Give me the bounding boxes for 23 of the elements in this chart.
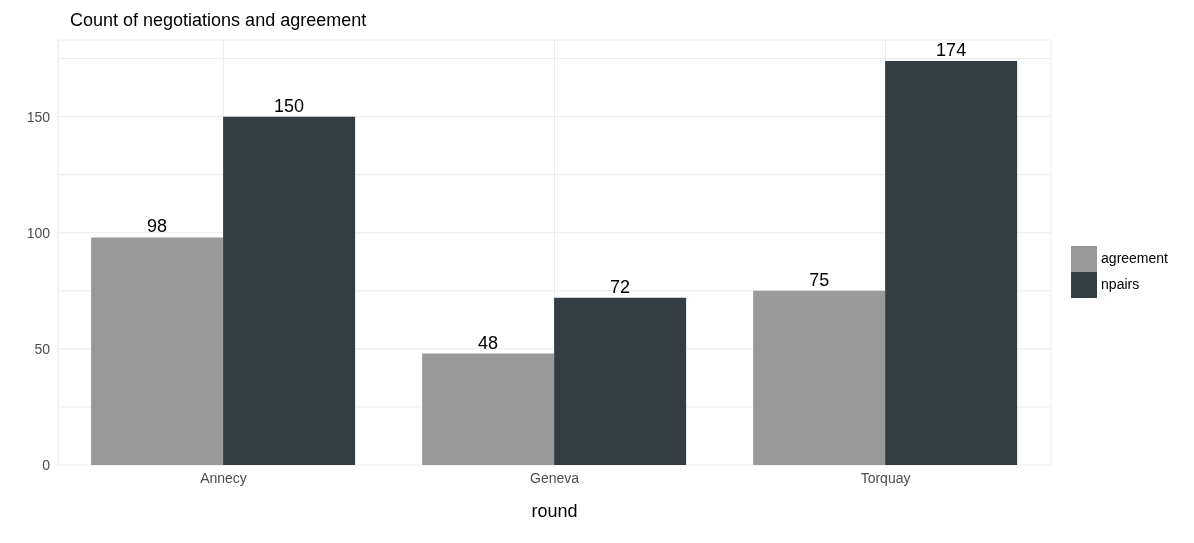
legend-label: npairs: [1101, 275, 1140, 292]
x-tick-label: Torquay: [860, 469, 911, 486]
y-tick-label: 0: [42, 456, 51, 473]
y-tick-label: 100: [26, 224, 51, 241]
bar: [223, 116, 356, 465]
x-tick-label: Annecy: [200, 469, 247, 486]
bar: [885, 60, 1018, 465]
y-tick-label: 150: [26, 108, 51, 125]
bar: [554, 297, 687, 465]
bar: [753, 290, 886, 465]
bar: [91, 237, 224, 465]
data-label: 150: [274, 95, 305, 116]
data-label: 72: [610, 276, 631, 297]
data-label: 98: [147, 216, 168, 237]
x-tick-label: Geneva: [530, 469, 580, 486]
data-label: 75: [809, 269, 830, 290]
data-label: 174: [936, 39, 967, 60]
x-axis-title: round: [531, 501, 578, 521]
bar: [422, 353, 555, 465]
legend-label: agreement: [1101, 249, 1168, 266]
chart-title: Count of negotiations and agreement: [70, 10, 367, 31]
y-tick-label: 50: [34, 340, 51, 357]
data-label: 48: [478, 332, 499, 353]
